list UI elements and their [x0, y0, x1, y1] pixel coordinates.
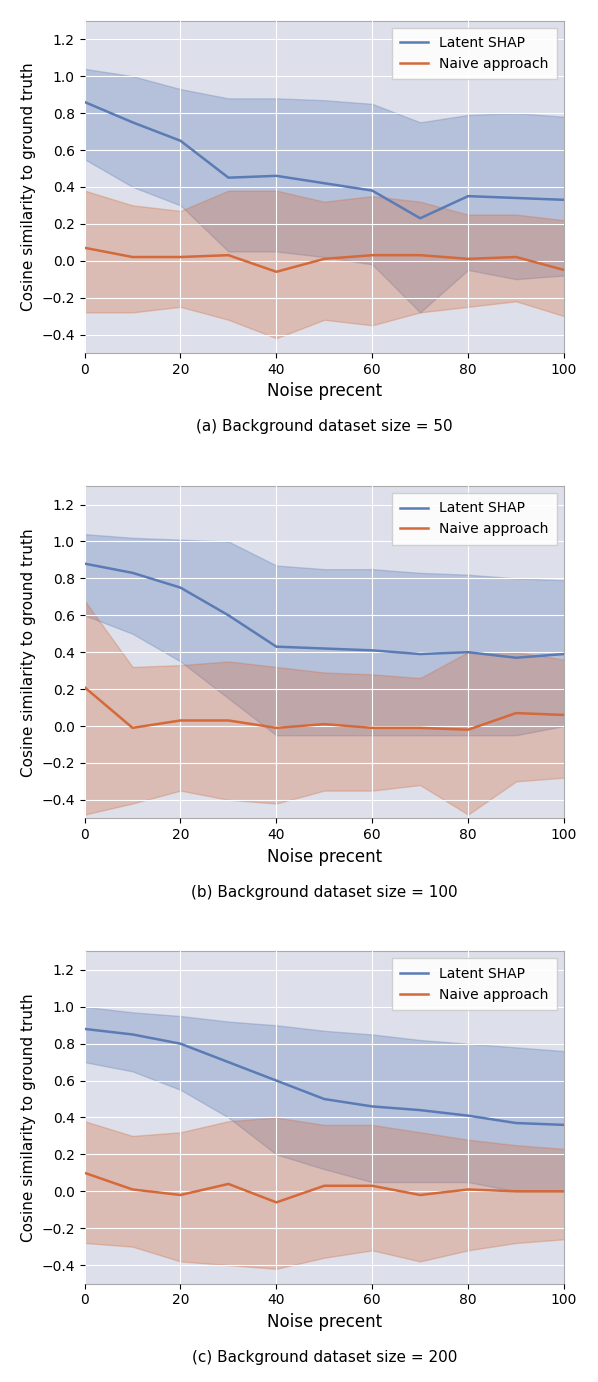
X-axis label: Noise precent: Noise precent	[267, 847, 382, 865]
Naive approach	[417, 1187, 424, 1204]
Latent SHAP	[368, 182, 376, 199]
Naive approach	[560, 706, 568, 723]
Text: (c) Background dataset size = 200: (c) Background dataset size = 200	[191, 1350, 457, 1365]
Naive approach	[465, 250, 472, 267]
Latent SHAP	[368, 1099, 376, 1115]
Y-axis label: Cosine similarity to ground truth: Cosine similarity to ground truth	[21, 528, 36, 777]
Naive approach	[465, 721, 472, 738]
Latent SHAP	[368, 643, 376, 659]
Line: Naive approach: Naive approach	[84, 247, 564, 272]
Y-axis label: Cosine similarity to ground truth: Cosine similarity to ground truth	[21, 62, 36, 311]
Latent SHAP	[225, 607, 232, 623]
Text: (b) Background dataset size = 100: (b) Background dataset size = 100	[191, 884, 457, 900]
Naive approach	[321, 1177, 328, 1194]
Latent SHAP	[560, 1117, 568, 1133]
Naive approach	[129, 720, 136, 737]
Latent SHAP	[512, 1115, 520, 1132]
Latent SHAP	[417, 210, 424, 227]
Naive approach	[417, 247, 424, 264]
Latent SHAP	[417, 1101, 424, 1118]
Line: Latent SHAP: Latent SHAP	[84, 1030, 564, 1125]
Naive approach	[129, 249, 136, 265]
Latent SHAP	[225, 1054, 232, 1071]
Legend: Latent SHAP, Naive approach: Latent SHAP, Naive approach	[392, 493, 557, 545]
Latent SHAP	[512, 189, 520, 206]
Latent SHAP	[177, 579, 184, 596]
Latent SHAP	[560, 645, 568, 662]
Latent SHAP	[465, 188, 472, 205]
Naive approach	[81, 239, 88, 256]
Naive approach	[273, 720, 280, 737]
Line: Naive approach: Naive approach	[84, 687, 564, 730]
Text: (a) Background dataset size = 50: (a) Background dataset size = 50	[196, 419, 453, 434]
Naive approach	[81, 1165, 88, 1182]
Legend: Latent SHAP, Naive approach: Latent SHAP, Naive approach	[392, 28, 557, 79]
Naive approach	[321, 716, 328, 732]
Line: Latent SHAP: Latent SHAP	[84, 102, 564, 218]
Latent SHAP	[465, 1107, 472, 1124]
Naive approach	[225, 712, 232, 728]
Naive approach	[225, 1176, 232, 1193]
Latent SHAP	[417, 645, 424, 662]
Latent SHAP	[81, 556, 88, 572]
Line: Latent SHAP: Latent SHAP	[84, 564, 564, 658]
Naive approach	[512, 249, 520, 265]
Line: Naive approach: Naive approach	[84, 1173, 564, 1202]
Latent SHAP	[129, 1027, 136, 1043]
Naive approach	[560, 261, 568, 278]
Latent SHAP	[81, 1021, 88, 1038]
Latent SHAP	[273, 167, 280, 184]
Naive approach	[560, 1183, 568, 1200]
Latent SHAP	[273, 638, 280, 655]
Naive approach	[368, 247, 376, 264]
Naive approach	[177, 1187, 184, 1204]
Latent SHAP	[177, 133, 184, 149]
Naive approach	[321, 250, 328, 267]
Naive approach	[368, 1177, 376, 1194]
Naive approach	[465, 1182, 472, 1198]
Latent SHAP	[273, 1072, 280, 1089]
Latent SHAP	[321, 640, 328, 656]
Latent SHAP	[512, 650, 520, 666]
Naive approach	[273, 1194, 280, 1211]
Latent SHAP	[560, 192, 568, 209]
Latent SHAP	[225, 170, 232, 187]
Naive approach	[129, 1182, 136, 1198]
Naive approach	[225, 247, 232, 264]
Naive approach	[368, 720, 376, 737]
Latent SHAP	[177, 1035, 184, 1052]
Naive approach	[273, 264, 280, 281]
Y-axis label: Cosine similarity to ground truth: Cosine similarity to ground truth	[21, 994, 36, 1242]
Latent SHAP	[129, 565, 136, 582]
Latent SHAP	[129, 115, 136, 131]
Latent SHAP	[81, 94, 88, 111]
Latent SHAP	[321, 176, 328, 192]
X-axis label: Noise precent: Noise precent	[267, 383, 382, 401]
Latent SHAP	[321, 1090, 328, 1107]
Naive approach	[512, 1183, 520, 1200]
Naive approach	[512, 705, 520, 721]
Naive approach	[177, 712, 184, 728]
Legend: Latent SHAP, Naive approach: Latent SHAP, Naive approach	[392, 958, 557, 1010]
X-axis label: Noise precent: Noise precent	[267, 1313, 382, 1331]
Naive approach	[417, 720, 424, 737]
Latent SHAP	[465, 644, 472, 661]
Naive approach	[177, 249, 184, 265]
Naive approach	[81, 679, 88, 695]
